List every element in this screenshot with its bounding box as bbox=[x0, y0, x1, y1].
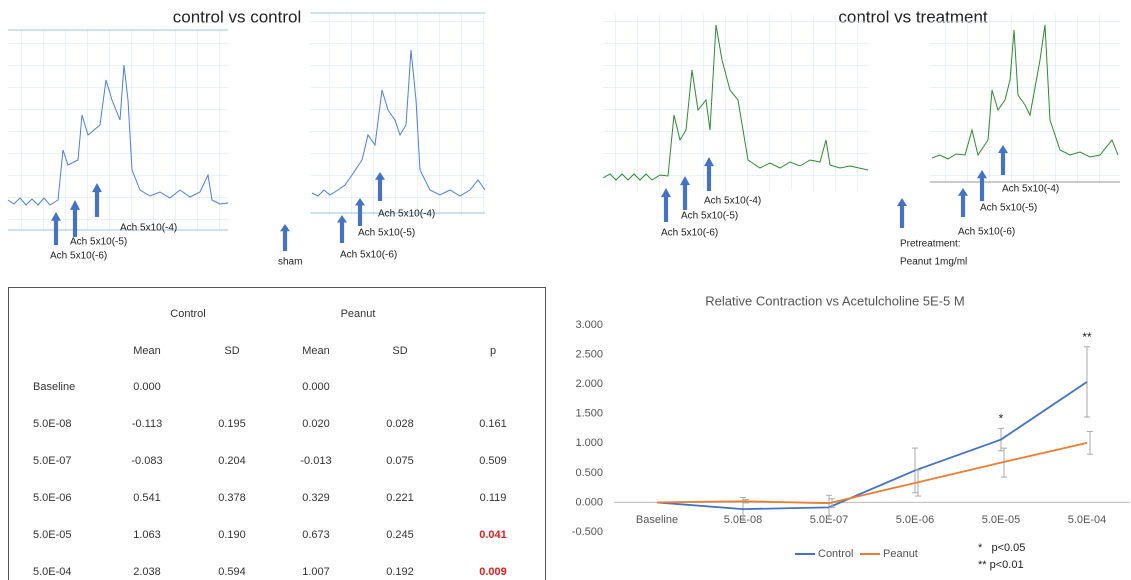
table-cell: p bbox=[490, 345, 496, 357]
y-tick-label: 0.500 bbox=[575, 467, 603, 479]
table-cell: 0.378 bbox=[218, 492, 246, 504]
table-cell: Control bbox=[170, 308, 205, 320]
table-cell: 5.0E-06 bbox=[33, 492, 72, 504]
trace-label: Ach 5x10(-5) bbox=[70, 237, 127, 248]
table-cell: Baseline bbox=[33, 381, 75, 393]
trace-label: Ach 5x10(-6) bbox=[661, 228, 718, 239]
table-cell: 0.673 bbox=[302, 529, 330, 541]
table-cell: 0.509 bbox=[479, 455, 507, 467]
table-cell: 0.221 bbox=[386, 492, 414, 504]
trace-grid bbox=[8, 30, 228, 230]
legend-label: Peanut bbox=[883, 548, 918, 560]
table-cell: 0.000 bbox=[302, 381, 330, 393]
table-frame bbox=[9, 288, 546, 580]
y-tick-label: 1.500 bbox=[575, 408, 603, 420]
table-cell: SD bbox=[392, 345, 407, 357]
annotation: ** bbox=[1082, 330, 1092, 344]
table-cell: 0.020 bbox=[302, 418, 330, 430]
trace-label: Ach 5x10(-5) bbox=[980, 203, 1037, 214]
table-cell: SD bbox=[224, 345, 239, 357]
figure: control vs control control vs treatment … bbox=[0, 0, 1131, 580]
arrow bbox=[661, 188, 671, 222]
trace-label: Ach 5x10(-4) bbox=[704, 196, 761, 207]
table-cell: 1.007 bbox=[302, 566, 330, 578]
annotation: * bbox=[999, 411, 1004, 425]
table-cell: 0.075 bbox=[386, 455, 414, 467]
arrow bbox=[337, 215, 347, 243]
table-cell: 0.009 bbox=[479, 566, 507, 578]
x-tick-label: Baseline bbox=[636, 514, 678, 526]
table-cell: 0.204 bbox=[218, 455, 246, 467]
table-cell: 0.541 bbox=[133, 492, 161, 504]
table-cell: 0.190 bbox=[218, 529, 246, 541]
trace-label: Ach 5x10(-5) bbox=[681, 211, 738, 222]
trace-grid bbox=[310, 13, 485, 215]
table-cell: Mean bbox=[302, 345, 330, 357]
table-cell: 1.063 bbox=[133, 529, 161, 541]
error-bar bbox=[1087, 432, 1093, 455]
chart: Relative Contraction vs Acetulcholine 5E… bbox=[572, 293, 1130, 570]
y-tick-label: 1.000 bbox=[575, 437, 603, 449]
table-cell: 0.119 bbox=[480, 492, 507, 504]
trace-label: Ach 5x10(-4) bbox=[1002, 184, 1059, 195]
trace-grid bbox=[603, 15, 868, 190]
table-cell: 5.0E-07 bbox=[33, 455, 72, 467]
chart-title: Relative Contraction vs Acetulcholine 5E… bbox=[705, 293, 964, 308]
table-cell: 0.161 bbox=[479, 418, 507, 430]
y-tick-label: 0.000 bbox=[575, 496, 603, 508]
arrow bbox=[280, 224, 290, 251]
trace-label: sham bbox=[278, 257, 302, 268]
table-cell: 5.0E-04 bbox=[33, 566, 72, 578]
table-cell: 0.000 bbox=[133, 381, 161, 393]
trace-label: Peanut 1mg/ml bbox=[900, 257, 967, 268]
table-cell: 5.0E-05 bbox=[33, 529, 72, 541]
trace-label: Ach 5x10(-4) bbox=[120, 223, 177, 234]
table-cell: 0.192 bbox=[386, 566, 414, 578]
y-tick-label: 2.500 bbox=[575, 348, 603, 360]
panel-title: control vs control bbox=[173, 7, 302, 26]
table-cell: 0.028 bbox=[386, 418, 414, 430]
note: * p<0.05 bbox=[978, 542, 1025, 554]
table-cell: 0.041 bbox=[479, 529, 507, 541]
table-cell: -0.013 bbox=[300, 455, 331, 467]
x-tick-label: 5.0E-06 bbox=[896, 514, 935, 526]
table-cell: 0.245 bbox=[386, 529, 414, 541]
trace-label: Ach 5x10(-4) bbox=[378, 209, 435, 220]
y-tick-label: -0.500 bbox=[572, 526, 603, 538]
y-tick-label: 2.000 bbox=[575, 378, 603, 390]
table-cell: -0.083 bbox=[131, 455, 162, 467]
trace-label: Ach 5x10(-5) bbox=[358, 228, 415, 239]
trace-label: Ach 5x10(-6) bbox=[340, 250, 397, 261]
table-cell: 0.195 bbox=[218, 418, 246, 430]
x-tick-label: 5.0E-04 bbox=[1068, 514, 1107, 526]
table-cell: 0.329 bbox=[302, 492, 330, 504]
arrow bbox=[958, 188, 968, 217]
x-tick-label: 5.0E-05 bbox=[982, 514, 1021, 526]
series-line bbox=[657, 382, 1087, 509]
trace-label: Ach 5x10(-6) bbox=[50, 251, 107, 262]
table-cell: Mean bbox=[133, 345, 161, 357]
trace-label: Ach 5x10(-6) bbox=[958, 227, 1015, 238]
arrow bbox=[897, 198, 907, 228]
table-cell: 5.0E-08 bbox=[33, 418, 72, 430]
y-tick-label: 3.000 bbox=[575, 319, 603, 331]
series-line bbox=[657, 443, 1087, 503]
trace-label: Pretreatment: bbox=[900, 239, 961, 250]
table-cell: 2.038 bbox=[133, 566, 161, 578]
figure-graphics: control vs control control vs treatment … bbox=[0, 0, 1131, 580]
legend-label: Control bbox=[818, 548, 853, 560]
table-cell: 0.594 bbox=[218, 566, 246, 578]
note: ** p<0.01 bbox=[978, 559, 1024, 571]
table-cell: Peanut bbox=[341, 308, 376, 320]
table-cell: -0.113 bbox=[132, 418, 162, 430]
